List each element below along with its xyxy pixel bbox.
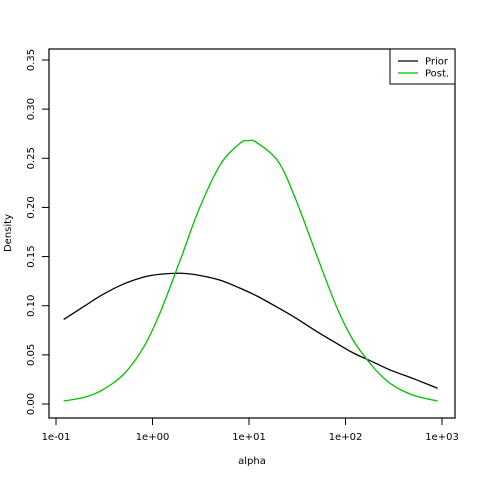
x-axis-title: alpha	[238, 456, 266, 467]
y-tick-label: 0.15	[26, 245, 37, 267]
y-axis-title: Density	[3, 214, 14, 252]
legend-label-post: Post.	[425, 69, 449, 80]
series-lines	[63, 139, 438, 402]
x-axis: 1e-01 1e+00 1e+01 1e+02 1e+03	[42, 418, 459, 443]
x-tick-label: 1e+01	[232, 432, 266, 443]
y-tick-label: 0.35	[26, 49, 37, 71]
y-tick-label: 0.10	[26, 295, 37, 317]
y-axis: 0.00 0.05 0.10 0.15 0.20 0.25 0.30 0.35	[26, 49, 49, 415]
legend-label-prior: Prior	[425, 57, 449, 68]
legend-box	[389, 48, 456, 85]
plot-frame	[48, 48, 456, 419]
y-tick-label: 0.25	[26, 147, 37, 169]
x-tick-label: 1e+03	[425, 432, 459, 443]
series-line-post	[63, 139, 438, 402]
y-tick-label: 0.05	[26, 344, 37, 366]
y-tick-label: 0.20	[26, 196, 37, 218]
legend: Prior Post.	[389, 48, 456, 85]
y-tick-label: 0.30	[26, 98, 37, 120]
y-tick-label: 0.00	[26, 393, 37, 415]
x-tick-label: 1e+02	[329, 432, 363, 443]
x-tick-label: 1e+00	[136, 432, 170, 443]
x-tick-label: 1e-01	[42, 432, 71, 443]
series-line-prior	[63, 272, 438, 389]
